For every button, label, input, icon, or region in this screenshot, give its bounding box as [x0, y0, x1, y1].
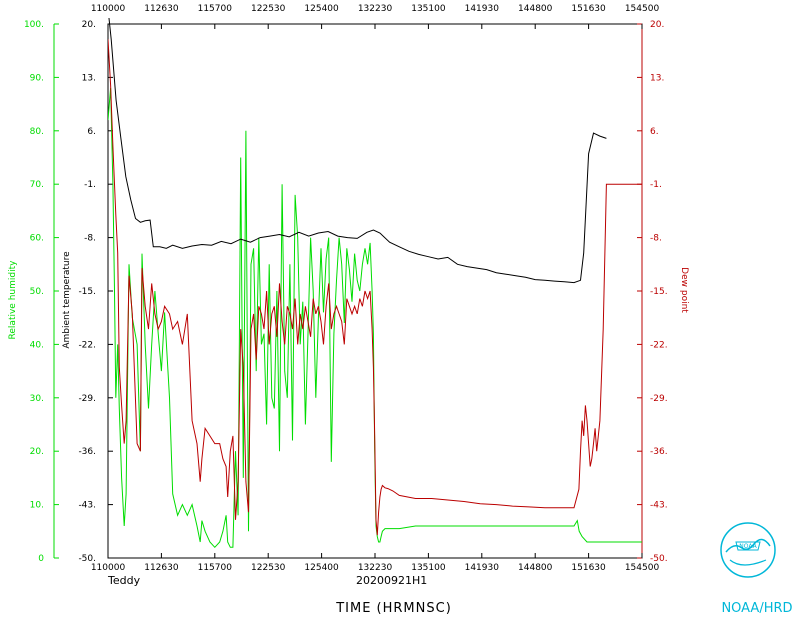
x-tick-label-top: 141930 — [465, 4, 500, 14]
svg-text:NOAA: NOAA — [739, 543, 757, 550]
dewpoint-tick-label: -36. — [650, 447, 668, 457]
temp-tick-label: -43. — [78, 501, 96, 511]
rh-tick-label: 20. — [30, 447, 44, 457]
x-tick-label-top: 135100 — [411, 4, 446, 14]
temp-tick-label: -22. — [78, 340, 96, 350]
dewpoint-tick-label: -8. — [650, 234, 662, 244]
temp-tick-label: 13. — [82, 73, 96, 83]
rh-tick-label: 70. — [30, 180, 44, 190]
temperature-line — [108, 18, 607, 284]
x-tick-label-top: 151630 — [571, 4, 606, 14]
x-tick-label-bottom: 115700 — [198, 563, 233, 573]
x-tick-label-top: 122530 — [251, 4, 286, 14]
axes — [53, 23, 643, 559]
rh-tick-label: 10. — [30, 501, 44, 511]
dewpoint-line — [108, 39, 642, 536]
x-axis-title: TIME (HRMNSC) — [335, 601, 452, 616]
x-tick-label-bottom: 132230 — [358, 563, 393, 573]
dewpoint-tick-label: 6. — [650, 127, 659, 137]
temp-tick-label: -50. — [78, 554, 96, 564]
noaa-hrd-credit: NOAA/HRD — [721, 601, 792, 616]
rh-tick-label: 0 — [38, 554, 44, 564]
humidity-line — [108, 88, 642, 549]
rh-tick-label: 40. — [30, 340, 44, 350]
temp-tick-label: -29. — [78, 394, 96, 404]
x-tick-label-bottom: 135100 — [411, 563, 446, 573]
temp-tick-label: -8. — [84, 234, 96, 244]
x-tick-label-bottom: 110000 — [91, 563, 126, 573]
x-tick-label-top: 132230 — [358, 4, 393, 14]
x-tick-label-top: 144800 — [518, 4, 553, 14]
x-tick-label-bottom: 141930 — [465, 563, 500, 573]
dewpoint-tick-label: 20. — [650, 20, 664, 30]
temp-axis-title: Ambient temperature — [62, 251, 72, 349]
dewpoint-tick-label: -22. — [650, 340, 668, 350]
temp-tick-label: -15. — [78, 287, 96, 297]
dewpoint-tick-label: -43. — [650, 501, 668, 511]
flight-id-label: 20200921H1 — [356, 574, 427, 587]
dewpoint-tick-label: -15. — [650, 287, 668, 297]
x-tick-label-bottom: 144800 — [518, 563, 553, 573]
rh-tick-label: 80. — [30, 127, 44, 137]
dewpoint-tick-label: -1. — [650, 180, 662, 190]
x-tick-label-top: 125400 — [304, 4, 339, 14]
x-tick-label-top: 115700 — [198, 4, 233, 14]
rh-tick-label: 60. — [30, 234, 44, 244]
x-tick-label-bottom: 151630 — [571, 563, 606, 573]
x-tick-label-bottom: 112630 — [144, 563, 179, 573]
noaa-logo: NOAA — [720, 522, 776, 578]
temp-tick-label: -1. — [84, 180, 96, 190]
dewpoint-tick-label: -50. — [650, 554, 668, 564]
dewpoint-axis-title: Dew point — [679, 267, 689, 313]
x-tick-label-top: 110000 — [91, 4, 126, 14]
rh-tick-label: 30. — [30, 394, 44, 404]
rh-tick-label: 90. — [30, 73, 44, 83]
x-tick-label-top: 154500 — [625, 4, 660, 14]
rh-tick-label: 50. — [30, 287, 44, 297]
series-layer — [108, 18, 642, 549]
rh-tick-label: 100. — [24, 20, 44, 30]
x-tick-label-bottom: 122530 — [251, 563, 286, 573]
temp-tick-label: 6. — [87, 127, 96, 137]
temp-tick-label: -36. — [78, 447, 96, 457]
storm-name-label: Teddy — [107, 574, 141, 587]
x-tick-label-bottom: 154500 — [625, 563, 660, 573]
x-tick-label-bottom: 125400 — [304, 563, 339, 573]
labels: 20. 100. 20. 13. 90. 13. 6. 80. 6. -1. 70. -1. -8. 60… — [8, 4, 689, 573]
rh-axis-title: Relative humidity — [8, 260, 18, 340]
dewpoint-tick-label: 13. — [650, 73, 664, 83]
dewpoint-tick-label: -29. — [650, 394, 668, 404]
temp-tick-label: 20. — [82, 20, 96, 30]
x-tick-label-top: 112630 — [144, 4, 179, 14]
